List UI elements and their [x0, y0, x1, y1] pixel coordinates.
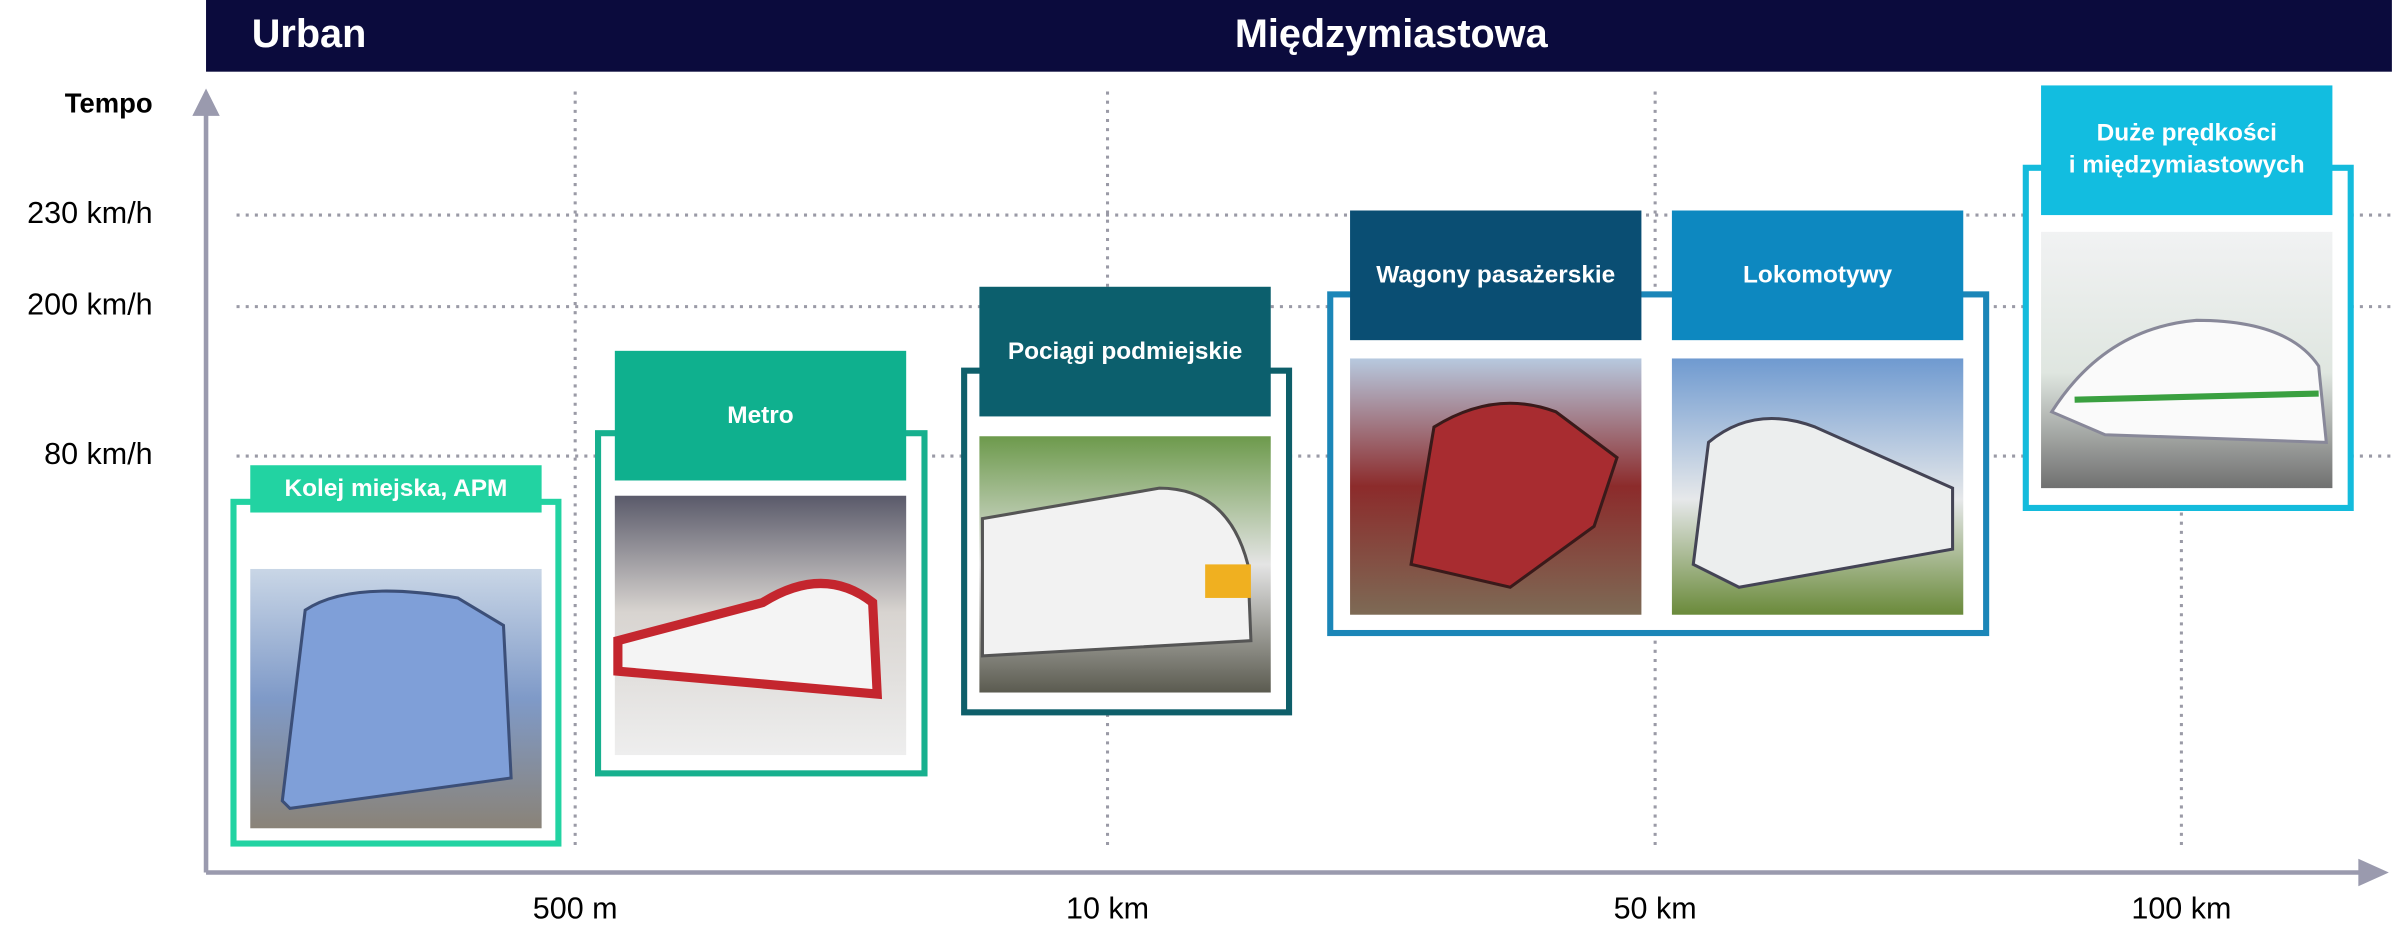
segment-label: Kolej miejska, APM: [285, 475, 508, 502]
x-axis-arrow: [2358, 859, 2389, 886]
segment-label: i międzymiastowych: [2069, 152, 2305, 179]
y-label: 200 km/h: [27, 288, 152, 322]
segment-label: Pociągi podmiejskie: [1008, 338, 1243, 365]
photo-shape: [1205, 564, 1251, 598]
y-label: 80 km/h: [44, 437, 152, 471]
x-label: 100 km: [2131, 892, 2231, 926]
y-axis-arrow: [192, 88, 219, 115]
header-intercity: Międzymiastowa: [1235, 12, 1549, 56]
segment-label: Lokomotywy: [1743, 262, 1893, 289]
x-label: 50 km: [1614, 892, 1697, 926]
segment-label: Duże prędkości: [2097, 120, 2277, 147]
segment-label: Wagony pasażerskie: [1376, 262, 1615, 289]
y-axis-title: Tempo: [65, 88, 153, 119]
x-label: 10 km: [1066, 892, 1149, 926]
segment-label: Metro: [727, 402, 793, 429]
segment-label-box: [2041, 85, 2332, 215]
y-label: 230 km/h: [27, 196, 152, 230]
x-label: 500 m: [533, 892, 618, 926]
header-urban: Urban: [252, 12, 367, 56]
photo-shape: [282, 591, 511, 808]
diagram: Urban Międzymiastowa Tempo 230 km/h 200 …: [0, 0, 2392, 932]
